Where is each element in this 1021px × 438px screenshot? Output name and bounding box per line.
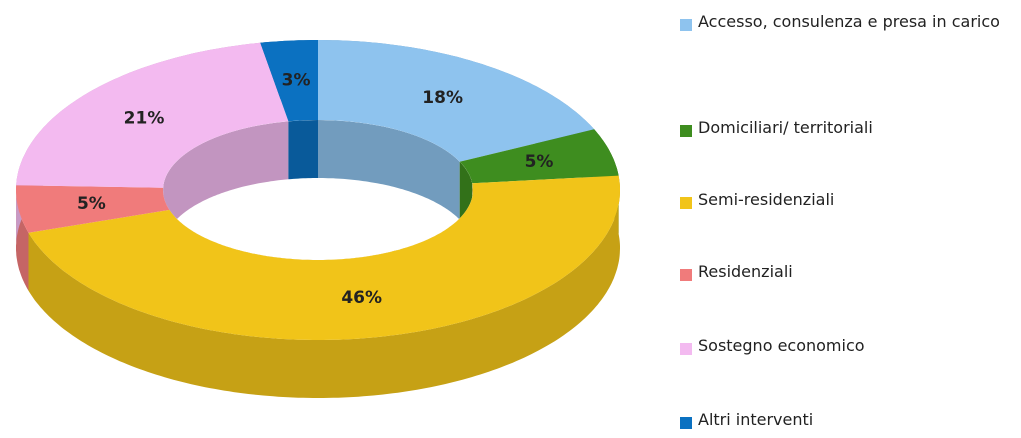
data-label: 21% (124, 109, 165, 129)
data-label: 5% (525, 152, 554, 172)
legend-item: Residenziali (680, 262, 1000, 282)
slice-inner-side (288, 120, 318, 180)
slice-side (28, 175, 620, 398)
legend-item: Sostegno economico (680, 336, 1000, 356)
slice (459, 129, 619, 184)
legend-label: Sostegno economico (698, 336, 865, 355)
legend-item: Semi-residenziali (680, 190, 1000, 210)
slice-side (16, 185, 29, 291)
legend-label: Accesso, consulenza e presa in carico (698, 12, 1000, 31)
slice-inner-side (318, 120, 460, 220)
legend-swatch (680, 417, 692, 429)
legend-swatch (680, 197, 692, 209)
slice (16, 42, 289, 188)
legend-label: Semi-residenziali (698, 190, 835, 209)
legend-swatch (680, 125, 692, 137)
legend-swatch (680, 19, 692, 31)
slice (260, 40, 318, 122)
legend-item: Altri interventi (680, 410, 1000, 430)
legend-item: Accesso, consulenza e presa in carico (680, 12, 1000, 32)
slice (28, 175, 620, 340)
slice (318, 40, 595, 162)
inner-walls (163, 120, 473, 260)
legend-label: Domiciliari/ territoriali (698, 118, 873, 137)
data-label: 18% (422, 88, 463, 108)
data-label: 5% (77, 194, 106, 214)
chart: 18% 5% 46% 5% 21% 3% (16, 40, 620, 398)
slice-inner-side (163, 121, 289, 246)
legend-label: Altri interventi (698, 410, 814, 429)
legend-label: Residenziali (698, 262, 793, 281)
data-label: 3% (282, 71, 311, 91)
data-label: 46% (341, 288, 382, 308)
legend-item: Domiciliari/ territoriali (680, 118, 1000, 138)
legend-swatch (680, 343, 692, 355)
legend-swatch (680, 269, 692, 281)
slice (16, 185, 170, 233)
